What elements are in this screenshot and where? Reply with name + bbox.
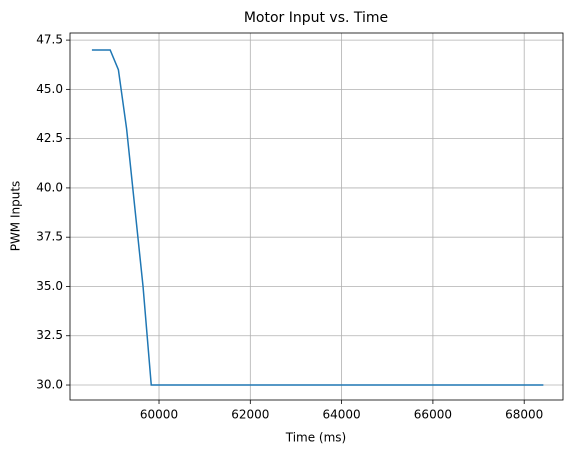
y-tick-label: 40.0 bbox=[36, 180, 63, 194]
chart-title: Motor Input vs. Time bbox=[244, 10, 388, 26]
y-tick-label: 30.0 bbox=[36, 378, 63, 392]
x-tick-label: 68000 bbox=[505, 408, 543, 422]
axes-frame bbox=[69, 32, 564, 401]
data-line bbox=[91, 49, 544, 386]
x-tick-label: 66000 bbox=[414, 408, 452, 422]
y-tick-label: 32.5 bbox=[36, 328, 63, 342]
y-tick-label: 45.0 bbox=[36, 82, 63, 96]
y-tick-label: 35.0 bbox=[36, 279, 63, 293]
y-tick-label: 42.5 bbox=[36, 131, 63, 145]
x-tick-label: 64000 bbox=[323, 408, 361, 422]
x-tick-label: 60000 bbox=[140, 408, 178, 422]
y-axis-label: PWM Inputs bbox=[9, 181, 23, 252]
y-tick-label: 37.5 bbox=[36, 230, 63, 244]
x-axis-label: Time (ms) bbox=[285, 431, 347, 445]
y-tick-label: 47.5 bbox=[36, 33, 63, 47]
x-tick-label: 62000 bbox=[231, 408, 269, 422]
